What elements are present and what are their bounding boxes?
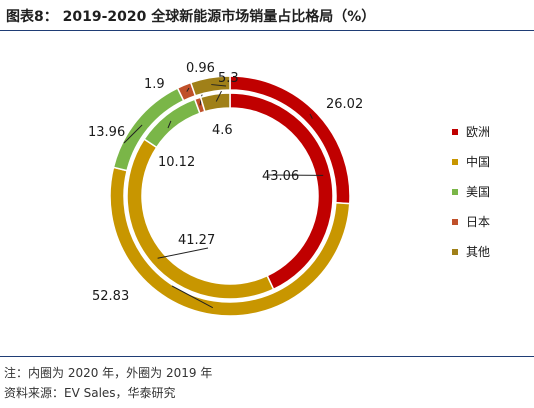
inner-label-leader-1 (157, 247, 209, 259)
inner-data-label-3: 0.96 (186, 61, 215, 76)
chart-source: 资料来源：EV Sales，华泰研究 (4, 386, 176, 400)
inner-data-label-2: 10.12 (158, 155, 195, 170)
legend-label-1: 中国 (466, 154, 490, 169)
legend-swatch-1 (452, 159, 458, 165)
inner-data-label-0: 43.06 (262, 169, 299, 184)
legend-label-3: 日本 (466, 215, 490, 229)
inner-label-leader-4 (215, 89, 223, 102)
outer-data-label-3: 1.9 (144, 77, 165, 92)
legend-label-0: 欧洲 (466, 125, 490, 139)
legend-swatch-3 (452, 219, 458, 225)
legend-swatch-4 (452, 249, 458, 255)
legend-swatch-0 (452, 129, 458, 135)
outer-label-leader-2 (123, 124, 143, 144)
outer-data-label-0: 26.02 (326, 97, 363, 112)
legend-label-2: 美国 (466, 185, 490, 199)
inner-data-label-4: 4.6 (212, 123, 233, 138)
legend-swatch-2 (452, 189, 458, 195)
chart-title: 图表8： 2019-2020 全球新能源市场销量占比格局（%） (6, 9, 376, 25)
footer-divider (0, 356, 534, 357)
legend-label-4: 其他 (466, 245, 490, 259)
donut-chart: 43.06 41.27 10.12 0.96 4.6 26.02 52.83 13.96 1.9… (88, 61, 490, 317)
outer-label-leader-1 (171, 285, 214, 309)
chart-note: 注：内圈为 2020 年，外圈为 2019 年 (4, 366, 213, 380)
inner-data-label-1: 41.27 (178, 233, 215, 248)
outer-label-leader-0 (309, 113, 313, 119)
outer-ring-segment-4 (189, 75, 231, 97)
outer-data-label-1: 52.83 (92, 289, 129, 304)
outer-data-label-2: 13.96 (88, 125, 125, 140)
inner-ring-segment-4 (199, 92, 231, 113)
outer-label-leader-4 (211, 84, 227, 87)
outer-label-leader-3 (186, 87, 190, 92)
inner-label-leader-2 (167, 120, 172, 129)
outer-data-label-4: 5.3 (218, 71, 239, 86)
title-divider (0, 30, 534, 31)
